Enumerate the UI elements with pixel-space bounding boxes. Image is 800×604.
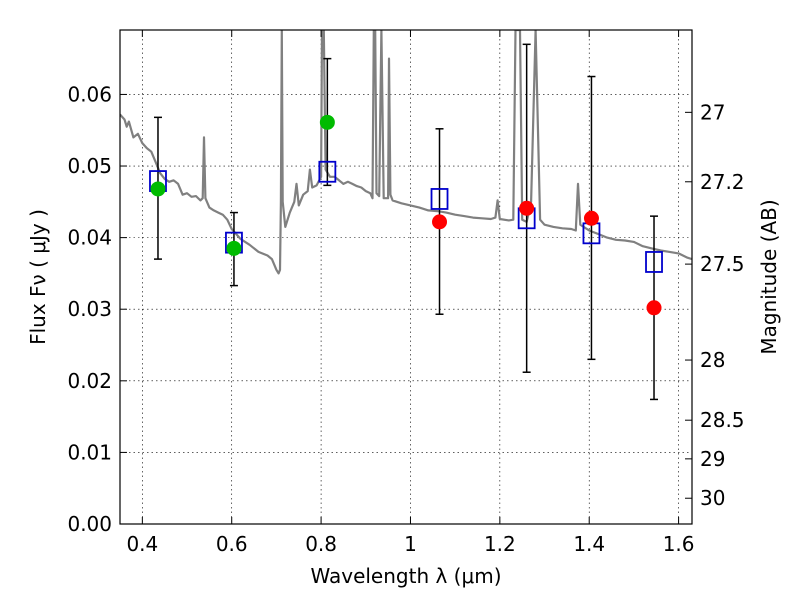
y-axis-label: Flux Fν ( μJy ) bbox=[26, 209, 50, 345]
observed-flux-point bbox=[519, 200, 535, 216]
x-tick-label: 0.8 bbox=[305, 532, 337, 556]
marker-layer bbox=[149, 114, 663, 316]
x-axis-label: Wavelength λ (μm) bbox=[310, 564, 501, 588]
right-axis-label: Magnitude (AB) bbox=[757, 199, 781, 354]
x-tick-label: 1.2 bbox=[484, 532, 516, 556]
errorbar-layer bbox=[153, 43, 659, 401]
model-spectrum-line bbox=[120, 30, 692, 275]
y-tick-label: 0.00 bbox=[67, 512, 112, 536]
x-tick-label: 1.6 bbox=[663, 532, 695, 556]
y-tick-label: 0.03 bbox=[67, 297, 112, 321]
y-tick-label: 0.01 bbox=[67, 440, 112, 464]
right-tick-label: 28.5 bbox=[700, 408, 745, 432]
right-tick-label: 27 bbox=[700, 100, 725, 124]
model-photometry-square bbox=[318, 160, 337, 183]
plot-frame bbox=[119, 29, 693, 525]
observed-flux-point bbox=[432, 214, 448, 230]
observed-flux-point bbox=[319, 114, 335, 130]
right-tick-label: 28 bbox=[700, 348, 725, 372]
right-tick-label: 27.2 bbox=[700, 170, 745, 194]
y-tick-label: 0.05 bbox=[67, 154, 112, 178]
right-tick-label: 29 bbox=[700, 447, 725, 471]
right-tick-label: 30 bbox=[700, 486, 725, 510]
line-layer bbox=[120, 30, 692, 275]
y-tick-label: 0.02 bbox=[67, 369, 112, 393]
x-tick-label: 0.6 bbox=[216, 532, 248, 556]
model-photometry-square bbox=[430, 188, 449, 210]
observed-flux-point bbox=[646, 300, 662, 316]
x-tick-label: 1 bbox=[404, 532, 417, 556]
tick-layer: 0.4 0.6 0.8 1 1.2 1.4 1.6 0.00 0.01 0.02 0.03 0.04 0… bbox=[67, 30, 745, 556]
y-tick-label: 0.06 bbox=[67, 82, 112, 106]
y-tick-label: 0.04 bbox=[67, 226, 112, 250]
x-tick-label: 0.4 bbox=[126, 532, 158, 556]
observed-flux-point bbox=[226, 240, 242, 256]
observed-flux-point bbox=[150, 181, 166, 197]
observed-flux-point bbox=[583, 210, 599, 226]
model-photometry-square bbox=[645, 251, 663, 273]
x-tick-label: 1.4 bbox=[573, 532, 605, 556]
right-tick-label: 27.5 bbox=[700, 252, 745, 276]
grid-layer bbox=[120, 30, 692, 524]
